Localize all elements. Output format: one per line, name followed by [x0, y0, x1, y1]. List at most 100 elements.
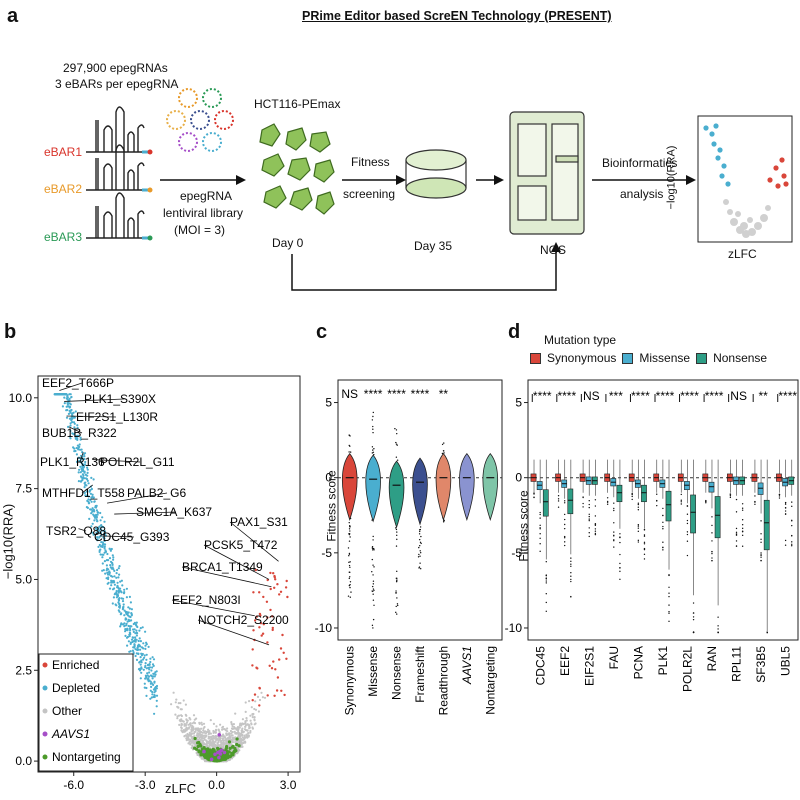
point-depleted — [116, 594, 120, 597]
point-depleted — [86, 474, 89, 477]
point-depleted — [63, 396, 66, 399]
point-other — [208, 740, 211, 743]
outlier-dot — [686, 554, 689, 557]
point-depleted — [69, 405, 72, 409]
annotation-leader — [68, 426, 83, 434]
outlier-dot — [656, 493, 658, 495]
point-depleted — [149, 689, 152, 692]
point-depleted — [153, 691, 156, 694]
outlier-dot — [791, 545, 793, 547]
point-nontargeting — [212, 756, 216, 760]
point-other — [191, 732, 194, 735]
outlier-dot — [372, 428, 374, 430]
point-depleted — [111, 554, 114, 557]
point-depleted — [99, 511, 102, 515]
outlier-dot — [570, 595, 572, 598]
x-category-label: EEF2 — [558, 646, 572, 676]
point-depleted — [84, 481, 87, 484]
outlier-dot — [349, 571, 351, 573]
violin-body — [459, 453, 475, 522]
outlier-dot — [791, 541, 793, 543]
outlier-dot — [717, 631, 719, 634]
point-other — [197, 727, 200, 730]
point-depleted — [143, 686, 146, 689]
outlier-dot — [570, 560, 572, 563]
point-other — [198, 721, 201, 724]
point-enriched — [269, 571, 272, 575]
point-depleted — [107, 576, 110, 579]
volcano-plot: -6.0 -3.0 0.0 3.0 0.0 2.5 5.0 7.5 10.0 EEF2_T666P… — [9, 375, 301, 792]
point-other — [189, 723, 192, 726]
significance-label: NS — [730, 389, 747, 403]
point-other — [192, 726, 195, 729]
outlier-dot — [791, 501, 793, 503]
outlier-dot — [643, 547, 646, 550]
point-depleted — [134, 636, 137, 639]
outlier-dot — [784, 539, 787, 542]
point-depleted — [125, 611, 128, 614]
point-depleted — [96, 520, 99, 523]
point-depleted — [128, 615, 131, 618]
point-other — [251, 716, 254, 719]
outlier-dot — [349, 451, 352, 453]
outlier-dot — [735, 540, 738, 542]
outlier-dot — [637, 503, 640, 506]
point-other — [172, 691, 175, 694]
point-depleted — [123, 614, 126, 617]
legend-dot — [42, 731, 48, 737]
point-depleted — [66, 405, 69, 408]
outlier-dot — [545, 577, 547, 579]
point-depleted — [111, 588, 115, 591]
point-depleted — [147, 666, 150, 669]
outlier-dot — [418, 567, 420, 569]
point-depleted — [70, 396, 73, 399]
point-other — [253, 707, 256, 711]
point-depleted — [83, 457, 86, 461]
point-other — [191, 744, 194, 747]
outlier-dot — [631, 495, 633, 498]
outlier-dot — [594, 499, 597, 501]
point-depleted — [83, 471, 86, 474]
point-depleted — [137, 639, 140, 643]
point-depleted — [63, 402, 66, 405]
point-depleted — [143, 654, 146, 657]
point-enriched — [254, 568, 258, 572]
point-other — [193, 730, 196, 734]
outlier-dot — [441, 443, 444, 446]
point-depleted — [126, 644, 129, 647]
point-depleted — [103, 560, 106, 563]
point-nontargeting — [221, 754, 225, 758]
point-depleted — [148, 675, 151, 678]
outlier-dot — [371, 585, 374, 588]
point-enriched — [272, 660, 275, 663]
box-missense — [757, 482, 764, 495]
point-depleted — [117, 598, 120, 601]
x-tick-label: 3.0 — [280, 778, 297, 792]
point-depleted — [66, 408, 69, 412]
outlier-dot — [778, 497, 781, 499]
outlier-dot — [545, 582, 547, 584]
y-tick-label: 0 — [515, 471, 522, 485]
point-depleted — [91, 493, 94, 496]
point-depleted — [89, 492, 92, 495]
outlier-dot — [686, 531, 689, 533]
point-other — [209, 732, 212, 735]
outlier-dot — [348, 553, 351, 555]
point-depleted — [72, 421, 76, 424]
point-other — [217, 739, 220, 742]
point-other — [230, 732, 233, 735]
annotation-leader — [59, 382, 83, 391]
y-tick-label: 5.0 — [15, 572, 32, 586]
point-other — [244, 710, 247, 713]
point-enriched — [269, 587, 272, 591]
outlier-dot — [766, 631, 768, 634]
point-other — [170, 703, 173, 706]
screening-label: screening — [343, 187, 396, 201]
point-other — [176, 717, 179, 720]
point-depleted — [96, 539, 99, 542]
point-depleted — [130, 613, 133, 616]
outlier-dot — [680, 501, 682, 503]
point-depleted — [108, 557, 112, 560]
outlier-dot — [533, 492, 535, 494]
point-other — [184, 713, 187, 716]
